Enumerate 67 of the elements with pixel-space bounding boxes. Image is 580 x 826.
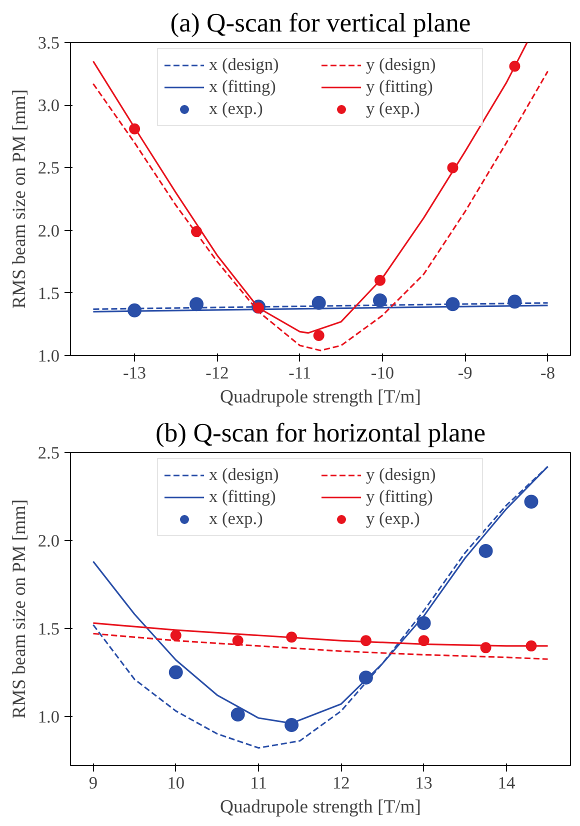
chart-title: (a) Q-scan for vertical plane (170, 8, 471, 38)
point (416, 616, 431, 630)
x-tick-label: -9 (458, 364, 472, 382)
y-axis-title: RMS beam size on PM [mm] (8, 89, 30, 309)
y-tick-label: 1.5 (38, 619, 60, 638)
point (418, 635, 430, 646)
point (508, 294, 522, 309)
point (373, 293, 388, 308)
y-tick-label: 2.0 (38, 221, 60, 240)
point (480, 642, 492, 654)
y-tick-label: 2.0 (38, 531, 60, 550)
x-tick-label: 9 (88, 774, 98, 792)
point (358, 670, 373, 685)
point (526, 640, 537, 652)
x-axis-title: Quadrupole strength [T/m] (220, 796, 422, 818)
y-tick-label: 1.5 (38, 284, 60, 303)
legend-label: x (exp.) (209, 99, 264, 119)
point (168, 665, 183, 680)
legend-label: x (design) (209, 465, 280, 485)
chart-title: (b) Q-scan for horizontal plane (155, 418, 486, 448)
point (191, 226, 202, 238)
x-tick-label: -12 (206, 364, 229, 382)
x-axis-title: Quadrupole strength [T/m] (220, 386, 422, 408)
point (478, 544, 493, 558)
point (313, 330, 324, 341)
x-tick-label: 10 (167, 774, 185, 792)
point (129, 123, 140, 134)
legend-label: y (design) (366, 55, 437, 75)
point (190, 297, 204, 312)
x-tick-label: 14 (498, 774, 516, 792)
x-tick-label: 12 (332, 774, 350, 792)
legend-label: y (fitting) (366, 77, 434, 97)
y-axis-title: RMS beam size on PM [mm] (8, 499, 30, 719)
point (286, 632, 298, 643)
x-tick-label: -10 (370, 364, 394, 382)
point (232, 635, 244, 646)
y-tick-label: 1.0 (38, 346, 60, 366)
legend-label: y (design) (366, 465, 437, 485)
point (253, 302, 264, 314)
x-tick-label: -13 (123, 364, 146, 382)
point (312, 296, 326, 310)
point (284, 718, 299, 732)
y-tick-label: 3.5 (38, 34, 60, 52)
x-tick-label: 13 (415, 774, 432, 792)
point (446, 297, 460, 312)
point (447, 162, 458, 174)
point (509, 60, 520, 72)
x-tick-label: -8 (540, 364, 555, 382)
legend-label: x (fitting) (209, 487, 277, 507)
point (170, 630, 182, 641)
legend-label: y (exp.) (366, 99, 421, 119)
x-tick-label: 11 (250, 774, 267, 792)
point (524, 494, 538, 509)
legend-label: x (design) (209, 55, 280, 75)
legend-label: x (fitting) (209, 77, 277, 97)
y-tick-label: 1.0 (38, 707, 60, 726)
legend-label: x (exp.) (209, 509, 264, 529)
x-tick-label: -11 (288, 364, 312, 382)
point (360, 635, 372, 646)
point (128, 303, 142, 318)
y-tick-label: 3.0 (38, 96, 60, 116)
y-tick-label: 2.5 (38, 444, 60, 462)
point (230, 708, 245, 722)
y-tick-label: 2.5 (38, 158, 60, 178)
point (374, 274, 386, 286)
legend-label: y (exp.) (366, 509, 421, 529)
legend-label: y (fitting) (366, 487, 434, 507)
